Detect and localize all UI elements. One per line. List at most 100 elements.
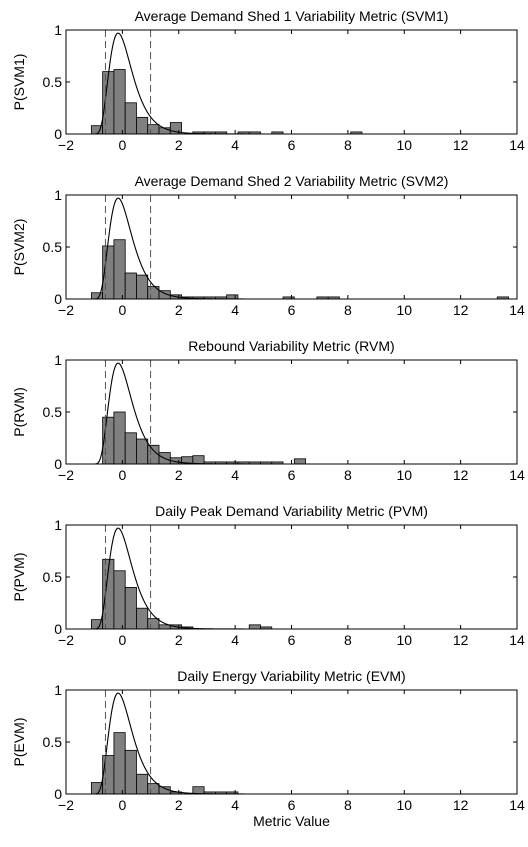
y-tick-label: 0 [54, 621, 62, 637]
x-tick-label: 14 [509, 797, 525, 813]
x-tick-label: 14 [509, 302, 525, 318]
x-tick-label: 6 [288, 302, 296, 318]
x-tick-label: 2 [175, 302, 183, 318]
y-axis-label: P(PVM) [11, 553, 27, 602]
y-tick-label: 0 [54, 786, 62, 802]
histogram-bar [113, 69, 126, 135]
x-tick-label: 10 [396, 467, 412, 483]
histogram-bar [192, 455, 205, 465]
histogram-bar [102, 71, 115, 135]
y-tick-label: 0 [54, 291, 62, 307]
histogram-bar [147, 124, 160, 135]
x-tick-label: 10 [396, 632, 412, 648]
histogram-bar [113, 570, 126, 630]
x-tick-label: 2 [175, 797, 183, 813]
x-tick-label: 14 [509, 467, 525, 483]
histogram-bar [124, 749, 137, 795]
x-tick-label: 2 [175, 632, 183, 648]
histogram-bar [147, 618, 160, 630]
x-tick-label: −2 [58, 302, 74, 318]
x-tick-label: 8 [344, 302, 352, 318]
histogram-bar [136, 116, 149, 135]
y-tick-label: 1 [54, 352, 62, 368]
histogram-bars [90, 732, 239, 795]
subplot-title: Daily Energy Variability Metric (EVM) [177, 668, 405, 684]
x-tick-label: 6 [288, 467, 296, 483]
x-tick-label: 0 [118, 632, 126, 648]
y-tick-label: 0.5 [43, 404, 63, 420]
histogram-bar [124, 432, 137, 465]
histogram-bars [90, 558, 273, 630]
histogram-bar [136, 438, 149, 465]
x-tick-label: 6 [288, 632, 296, 648]
x-tick-label: 10 [396, 137, 412, 153]
histogram-bar [147, 444, 160, 465]
histogram-bar [293, 458, 306, 465]
subplot-3: Rebound Variability Metric (RVM)−2 0 2 4 6 8 1… [11, 338, 525, 483]
histogram-bar [124, 272, 137, 300]
y-tick-label: 0.5 [43, 734, 63, 750]
subplot-2: Average Demand Shed 2 Variability Metric… [11, 173, 525, 318]
x-tick-label: −2 [58, 137, 74, 153]
subplot-title: Average Demand Shed 2 Variability Metric… [135, 173, 449, 189]
y-axis-label: P(SVM2) [11, 219, 27, 276]
x-tick-label: 4 [231, 302, 239, 318]
y-tick-label: 0 [54, 126, 62, 142]
subplot-title: Average Demand Shed 1 Variability Metric… [135, 8, 449, 24]
y-tick-label: 1 [54, 22, 62, 38]
x-tick-label: 6 [288, 137, 296, 153]
y-tick-label: 0.5 [43, 239, 63, 255]
histogram-bar [248, 624, 261, 630]
x-tick-label: 12 [453, 632, 469, 648]
histogram-bar [113, 411, 126, 465]
subplot-4: Daily Peak Demand Variability Metric (PV… [11, 503, 525, 648]
histogram-bar [136, 274, 149, 300]
x-tick-label: −2 [58, 467, 74, 483]
x-tick-label: 14 [509, 137, 525, 153]
histogram-bar [136, 773, 149, 795]
histogram-bar [158, 624, 171, 630]
subplot-5: Daily Energy Variability Metric (EVM)−2 0… [11, 668, 525, 829]
x-tick-label: 8 [344, 467, 352, 483]
histogram-bars [90, 69, 363, 135]
y-axis-label: P(EVM) [11, 718, 27, 767]
x-tick-label: 10 [396, 797, 412, 813]
x-axis-label: Metric Value [253, 813, 330, 829]
histogram-bars [90, 239, 509, 300]
x-tick-label: −2 [58, 797, 74, 813]
x-tick-label: 8 [344, 632, 352, 648]
x-tick-label: 4 [231, 137, 239, 153]
histogram-bar [136, 607, 149, 630]
x-tick-label: 4 [231, 632, 239, 648]
x-tick-label: 12 [453, 302, 469, 318]
subplot-title: Daily Peak Demand Variability Metric (PV… [155, 503, 428, 519]
y-tick-label: 1 [54, 187, 62, 203]
histogram-bar [147, 783, 160, 795]
y-axis-label: P(SVM1) [11, 54, 27, 111]
x-tick-label: 10 [396, 302, 412, 318]
x-tick-label: 6 [288, 797, 296, 813]
x-tick-label: 14 [509, 632, 525, 648]
histogram-bar [113, 732, 126, 795]
x-tick-label: 4 [231, 467, 239, 483]
x-tick-label: 0 [118, 137, 126, 153]
histogram-bar [226, 294, 239, 300]
histogram-bar [113, 239, 126, 300]
x-tick-label: 0 [118, 302, 126, 318]
x-tick-label: 0 [118, 467, 126, 483]
histogram-bar [102, 755, 115, 795]
y-tick-label: 1 [54, 517, 62, 533]
x-tick-label: 2 [175, 467, 183, 483]
x-tick-label: 2 [175, 137, 183, 153]
x-tick-label: 12 [453, 467, 469, 483]
x-tick-label: 0 [118, 797, 126, 813]
y-axis-label: P(RVM) [11, 387, 27, 437]
x-tick-label: 12 [453, 797, 469, 813]
y-tick-label: 1 [54, 682, 62, 698]
y-tick-label: 0.5 [43, 569, 63, 585]
histogram-bar [192, 786, 205, 795]
x-tick-label: 12 [453, 137, 469, 153]
y-tick-label: 0.5 [43, 74, 63, 90]
subplot-1: Average Demand Shed 1 Variability Metric… [11, 8, 525, 153]
